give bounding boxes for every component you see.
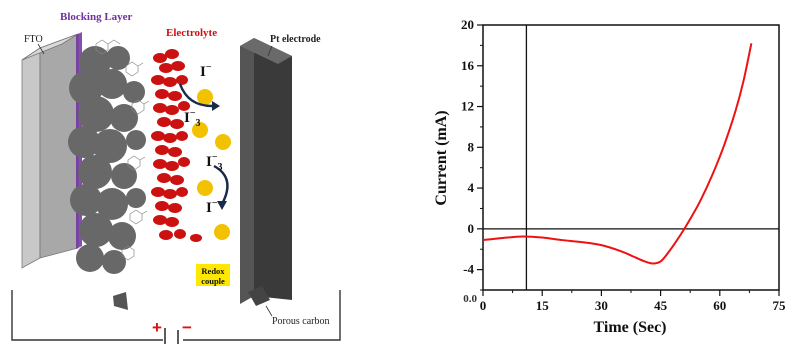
fto-leader [37,43,45,55]
triiodide-top-label: I−3 [184,108,201,129]
y-tick-label: -4 [463,262,474,277]
cell-diagram: + − [11,11,341,344]
redox-species [192,89,231,240]
circuit-wire [11,290,341,341]
x-tick-label: 45 [654,298,668,313]
fto-electrode [21,33,79,269]
y-tick-label: 8 [468,139,475,154]
reference-lines [483,25,779,290]
y-axis-title: Current (mA) [433,110,450,205]
particle-stack [68,46,146,274]
arrowheads [212,101,227,210]
porous-carbon-label: Porous carbon [272,316,330,327]
pt-leader [267,45,273,57]
y-axis-ticks: -4 0 4 8 12 16 20 [461,17,483,291]
redox-label-line1: Redox [201,266,225,276]
current-time-chart: -4 0 4 8 12 16 20 0 15 30 45 60 75 0.0 Time (Sec) C… [433,17,786,336]
redox-arrows [178,83,229,205]
plot-frame [482,24,780,291]
x-axis-ticks: 0 15 30 45 60 75 [480,290,786,313]
x-tick-label: 75 [773,298,787,313]
electrolyte-beads [151,49,202,242]
fto-label: FTO [24,34,43,45]
x-tick-label: 0 [480,298,487,313]
x-tick-label: 30 [595,298,608,313]
pt-electrode-label: Pt electrode [270,34,321,45]
particle-fragment [113,292,128,310]
pt-electrode [240,38,292,304]
current-series-line [482,43,753,265]
blocking-layer-label: Blocking Layer [60,11,133,23]
porous-carbon-leader [265,305,273,317]
y-tick-label: 16 [461,58,475,73]
x-axis-title: Time (Sec) [593,319,666,336]
triiodide-mid-label: I−3 [206,152,223,173]
redox-label-box [196,264,230,286]
y-tick-label: 12 [461,99,474,114]
redox-label-line2: couple [201,276,225,286]
iodide-bottom-label: I− [206,198,218,216]
battery-symbol [164,328,179,344]
iodide-top-label: I− [200,62,212,80]
porous-carbon-block [248,286,270,306]
y-tick-label: 0 [468,221,475,236]
corner-label: 0.0 [463,293,477,305]
electrolyte-label: Electrolyte [166,27,217,39]
y-tick-label: 4 [468,180,475,195]
dye-molecules [95,39,150,261]
x-tick-label: 60 [713,298,726,313]
y-tick-label: 20 [461,17,474,32]
minus-sign: − [182,318,192,337]
x-tick-label: 15 [536,298,550,313]
plus-sign: + [152,318,162,337]
